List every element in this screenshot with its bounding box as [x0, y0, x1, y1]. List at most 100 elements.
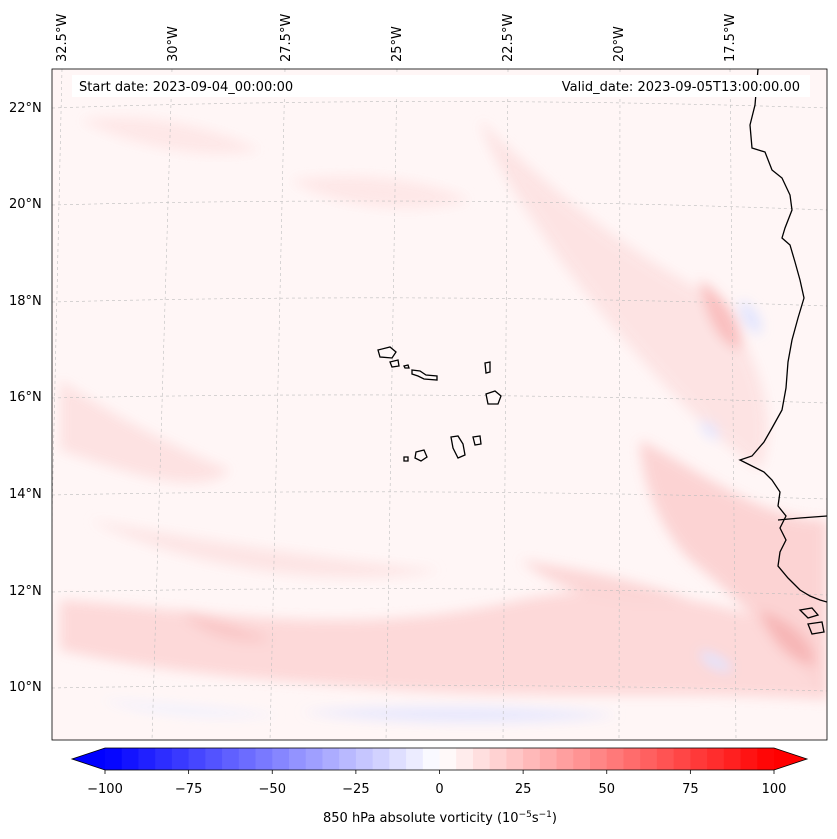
- colorbar-label-mid: s: [532, 811, 539, 826]
- graticule: [52, 69, 827, 740]
- lon-label-27-5w: 27.5°W: [279, 14, 294, 62]
- colorbar-segment: [389, 748, 407, 770]
- colorbar-segment: [506, 748, 524, 770]
- colorbar-segment: [556, 748, 574, 770]
- longitude-labels: 32.5°W 30°W 27.5°W 25°W 22.5°W 20°W 17.5…: [55, 14, 738, 62]
- lat-label-12n: 12°N: [9, 584, 42, 599]
- colorbar-segment: [121, 748, 140, 770]
- colorbar-segment: [673, 748, 691, 770]
- colorbar-segment: [656, 748, 675, 770]
- lon-label-17-5w: 17.5°W: [723, 14, 738, 62]
- colorbar-segment: [322, 748, 340, 770]
- colorbar-segment: [590, 748, 608, 770]
- lat-label-16n: 16°N: [9, 390, 42, 405]
- colorbar-segment: [138, 748, 156, 770]
- colorbar-segment: [573, 748, 591, 770]
- lat-label-18n: 18°N: [9, 294, 42, 309]
- lon-label-32-5w: 32.5°W: [55, 14, 70, 62]
- colorbar-tick-label: −100: [87, 782, 123, 797]
- colorbar-segment: [623, 748, 641, 770]
- colorbar-min-extend-arrow: [72, 748, 105, 770]
- colorbar-segment: [238, 748, 257, 770]
- colorbar-label-close: ): [552, 811, 557, 826]
- island-sal: [484, 361, 491, 374]
- colorbar-segment: [155, 748, 173, 770]
- lat-label-20n: 20°N: [9, 197, 42, 212]
- colorbar-segment: [707, 748, 725, 770]
- colorbar-segment: [222, 748, 240, 770]
- colorbar-segment: [255, 748, 273, 770]
- coastline: [738, 69, 827, 635]
- colorbar-segment: [288, 748, 307, 770]
- island-sao-nicolau: [411, 369, 438, 381]
- date-annotation: Start date: 2023-09-04_00:00:00 Valid_da…: [72, 75, 810, 97]
- colorbar-segment: [757, 748, 775, 770]
- island-fogo: [414, 449, 428, 462]
- colorbar-segment: [339, 748, 357, 770]
- colorbar-segment: [188, 748, 206, 770]
- lon-label-22-5w: 22.5°W: [501, 14, 516, 62]
- colorbar-label-exp2: −1: [539, 810, 552, 820]
- colorbar: −100 −75 −50 −25 0 25 50 75 100 850 hPa …: [70, 747, 809, 826]
- colorbar-tick-labels: −100 −75 −50 −25 0 25 50 75 100: [87, 782, 786, 797]
- colorbar-segment: [105, 748, 123, 770]
- colorbar-ticks: [104, 770, 775, 774]
- colorbar-segment: [523, 748, 541, 770]
- map-frame: [51, 68, 828, 741]
- island-brava: [403, 456, 409, 462]
- lat-label-10n: 10°N: [9, 680, 42, 695]
- africa-coastline: [738, 69, 827, 603]
- colorbar-max-extend-arrow: [774, 748, 807, 770]
- colorbar-segment: [355, 748, 374, 770]
- colorbar-segments: [105, 748, 775, 770]
- colorbar-segment: [272, 748, 290, 770]
- colorbar-tick-label: 100: [762, 782, 787, 797]
- colorbar-segment: [305, 748, 324, 770]
- island-santa-luzia: [403, 364, 410, 369]
- colorbar-label: 850 hPa absolute vorticity (10−5s−1): [323, 810, 557, 826]
- colorbar-tick-label: −50: [259, 782, 286, 797]
- colorbar-tick-label: 50: [598, 782, 615, 797]
- colorbar-tick-label: 0: [435, 782, 443, 797]
- colorbar-tick-label: −75: [175, 782, 202, 797]
- colorbar-segment: [456, 748, 474, 770]
- colorbar-segment: [439, 748, 457, 770]
- colorbar-segment: [171, 748, 190, 770]
- island-maio: [472, 435, 482, 446]
- lon-label-25w: 25°W: [390, 26, 405, 62]
- colorbar-segment: [472, 748, 491, 770]
- colorbar-segment: [606, 748, 625, 770]
- colorbar-segment: [539, 748, 558, 770]
- colorbar-segment: [740, 748, 758, 770]
- lon-label-20w: 20°W: [612, 26, 627, 62]
- colorbar-tick-label: 25: [515, 782, 532, 797]
- island-sao-vicente: [389, 359, 400, 368]
- latitude-labels: 22°N 20°N 18°N 16°N 14°N 12°N 10°N: [9, 101, 42, 695]
- island-boa-vista: [485, 390, 502, 405]
- colorbar-segment: [640, 748, 658, 770]
- colorbar-segment: [372, 748, 390, 770]
- map-panel: Start date: 2023-09-04_00:00:00 Valid_da…: [51, 68, 828, 741]
- date-annotation-box: [72, 75, 810, 97]
- colorbar-tick-label: −25: [342, 782, 369, 797]
- colorbar-tick-label: 75: [682, 782, 699, 797]
- lon-label-30w: 30°W: [166, 26, 181, 62]
- valid-date-label: Valid_date: 2023-09-05T13:00:00.00: [562, 80, 800, 95]
- start-date-label: Start date: 2023-09-04_00:00:00: [79, 80, 293, 95]
- colorbar-segment: [723, 748, 742, 770]
- gambia-estuary: [777, 515, 827, 521]
- vorticity-field: [60, 117, 827, 723]
- colorbar-segment: [422, 748, 441, 770]
- cape-verde-islands: [377, 346, 502, 462]
- colorbar-segment: [489, 748, 507, 770]
- bissagos-islands: [798, 607, 825, 635]
- colorbar-label-exp1: −5: [519, 810, 532, 820]
- lat-label-22n: 22°N: [9, 101, 42, 116]
- colorbar-segment: [406, 748, 424, 770]
- island-santo-antao: [377, 346, 397, 359]
- island-santiago: [450, 435, 466, 459]
- lat-label-14n: 14°N: [9, 487, 42, 502]
- colorbar-label-main: 850 hPa absolute vorticity (10: [323, 811, 519, 826]
- colorbar-segment: [690, 748, 708, 770]
